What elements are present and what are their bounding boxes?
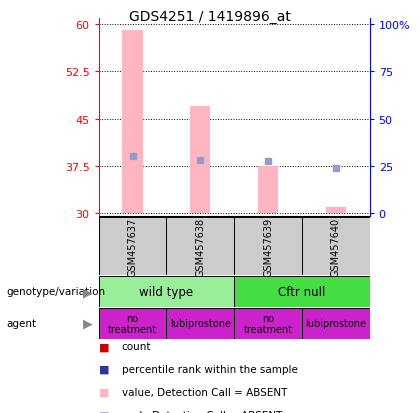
- Text: no
treatment: no treatment: [108, 313, 157, 335]
- Bar: [99, 276, 234, 307]
- Text: agent: agent: [6, 318, 37, 329]
- Text: GSM457637: GSM457637: [128, 217, 138, 276]
- Bar: [326, 207, 346, 214]
- Text: GSM457638: GSM457638: [195, 217, 205, 276]
- Text: GSM457640: GSM457640: [331, 217, 341, 276]
- Text: GDS4251 / 1419896_at: GDS4251 / 1419896_at: [129, 10, 291, 24]
- Bar: [234, 308, 302, 339]
- Text: rank, Detection Call = ABSENT: rank, Detection Call = ABSENT: [122, 410, 282, 413]
- Text: ■: ■: [99, 364, 109, 374]
- Bar: [99, 218, 166, 275]
- Text: percentile rank within the sample: percentile rank within the sample: [122, 364, 298, 374]
- Bar: [166, 218, 234, 275]
- Text: Cftr null: Cftr null: [278, 285, 326, 298]
- Bar: [122, 31, 143, 214]
- Text: ▶: ▶: [84, 317, 93, 330]
- Text: no
treatment: no treatment: [244, 313, 293, 335]
- Text: wild type: wild type: [139, 285, 194, 298]
- Bar: [234, 218, 302, 275]
- Text: ■: ■: [99, 387, 109, 397]
- Bar: [302, 308, 370, 339]
- Text: ■: ■: [99, 342, 109, 351]
- Text: genotype/variation: genotype/variation: [6, 287, 105, 297]
- Bar: [234, 276, 370, 307]
- Text: ■: ■: [99, 410, 109, 413]
- Text: lubiprostone: lubiprostone: [170, 318, 231, 329]
- Text: lubiprostone: lubiprostone: [305, 318, 366, 329]
- Bar: [99, 308, 166, 339]
- Bar: [258, 166, 278, 214]
- Text: count: count: [122, 342, 151, 351]
- Text: GSM457639: GSM457639: [263, 217, 273, 276]
- Bar: [166, 308, 234, 339]
- Text: value, Detection Call = ABSENT: value, Detection Call = ABSENT: [122, 387, 287, 397]
- Bar: [302, 218, 370, 275]
- Text: ▶: ▶: [84, 285, 93, 298]
- Bar: [190, 107, 210, 214]
